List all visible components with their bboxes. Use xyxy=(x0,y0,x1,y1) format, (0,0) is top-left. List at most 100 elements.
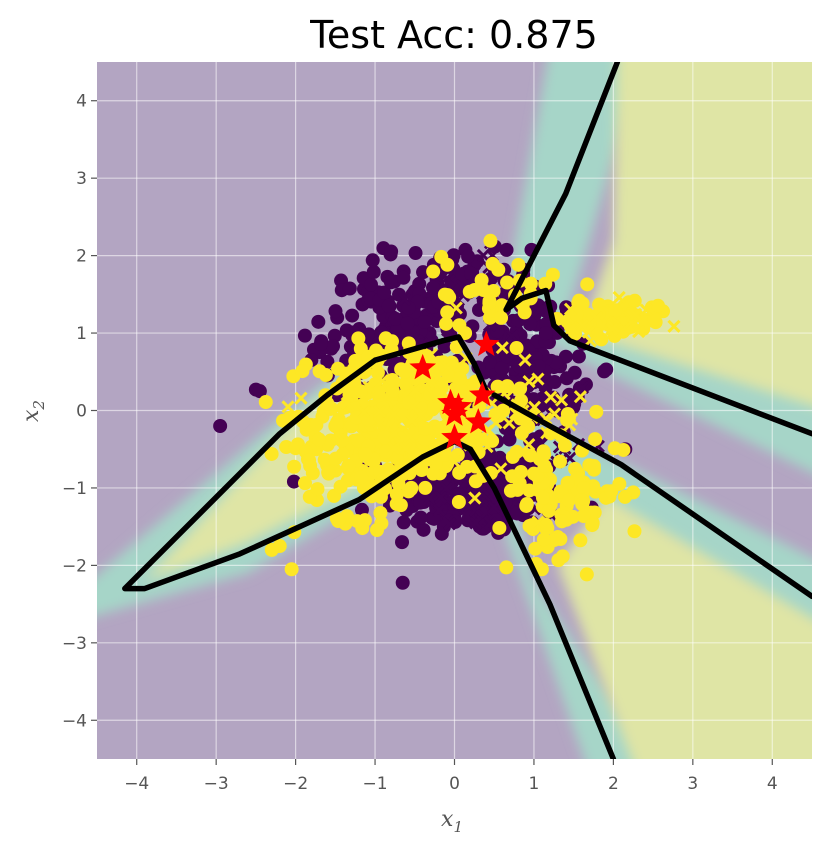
y-tick-label: 2 xyxy=(76,247,87,267)
class1-point xyxy=(298,476,313,491)
class0-point xyxy=(345,308,360,323)
star-marker xyxy=(445,392,472,418)
class1-x-point xyxy=(421,376,436,390)
class0-x-point xyxy=(532,304,546,318)
x-axis-label: x1 xyxy=(441,807,463,836)
class0-point xyxy=(499,242,514,257)
class1-point xyxy=(333,479,348,494)
class1-x-point xyxy=(628,307,643,321)
class1-x-point xyxy=(362,380,376,394)
class1-point xyxy=(492,520,507,535)
class1-point xyxy=(458,326,473,341)
class1-point xyxy=(517,305,532,320)
class0-point xyxy=(396,270,411,285)
chart-title: Test Acc: 0.875 xyxy=(309,13,598,57)
class1-point xyxy=(576,481,591,496)
class1-point xyxy=(397,364,412,379)
class1-point xyxy=(389,487,404,502)
boundary-segment-4 xyxy=(122,338,458,592)
class1-point xyxy=(554,514,569,529)
class1-point xyxy=(321,465,336,480)
class1-x-point xyxy=(563,418,577,432)
class1-point xyxy=(589,404,604,419)
class1-x-point xyxy=(480,440,494,454)
x-axis-label-base: x xyxy=(441,807,454,832)
y-tick-label: −3 xyxy=(62,634,87,654)
class0-point xyxy=(547,374,562,389)
class0-point xyxy=(413,495,428,510)
class1-point xyxy=(398,376,413,391)
y-tick-label: −1 xyxy=(62,479,87,499)
class1-x-point xyxy=(547,407,562,421)
decision-boundary xyxy=(122,62,812,759)
x-tick-label: 1 xyxy=(529,774,540,794)
class1-point xyxy=(379,444,394,459)
class0-point xyxy=(494,360,509,375)
class1-point xyxy=(351,331,366,346)
class1-point xyxy=(434,249,449,264)
class1-x-point xyxy=(294,391,308,405)
y-tick-label: −2 xyxy=(62,556,87,576)
class1-x-point xyxy=(605,322,619,336)
class0-point xyxy=(416,522,431,537)
class1-point xyxy=(373,505,388,520)
class1-point xyxy=(264,542,279,557)
class1-x-point xyxy=(515,447,529,461)
class1-point xyxy=(452,371,467,386)
class1-x-point xyxy=(612,290,626,305)
class1-point xyxy=(553,532,568,547)
class1-x-point xyxy=(387,441,401,456)
y-axis-label-base: x xyxy=(19,409,44,422)
class0-point xyxy=(426,280,441,295)
class0-point xyxy=(326,339,341,354)
class0-x-point xyxy=(576,381,590,395)
class1-point xyxy=(310,482,325,497)
class0-x-point xyxy=(463,499,477,513)
star-markers xyxy=(409,330,500,449)
class1-point xyxy=(354,470,369,485)
class1-point xyxy=(467,283,482,298)
class0-point xyxy=(502,432,517,447)
class1-point xyxy=(287,459,302,474)
class1-point xyxy=(341,459,356,474)
class1-point xyxy=(425,402,440,417)
class1-point xyxy=(588,432,603,447)
class1-x-point xyxy=(440,359,454,373)
class0-point xyxy=(434,526,449,541)
class1-point xyxy=(494,310,509,325)
class1-x-point xyxy=(506,384,520,398)
class0-x-point xyxy=(432,503,446,517)
star-marker xyxy=(469,381,496,407)
class1-x-point xyxy=(502,416,516,430)
class0-point xyxy=(311,314,326,329)
class0-point xyxy=(427,511,442,526)
y-tick-label: 3 xyxy=(76,169,87,189)
boundary-segment-2 xyxy=(451,438,617,759)
class1-point xyxy=(483,233,498,248)
class1-x-point xyxy=(522,375,536,389)
class0-point xyxy=(395,535,410,550)
star-marker xyxy=(473,330,500,356)
class0-point xyxy=(597,364,612,379)
star-marker xyxy=(409,353,436,380)
class0-point xyxy=(395,575,410,590)
class1-point xyxy=(585,518,600,533)
class1-point xyxy=(450,448,465,463)
class1-point xyxy=(499,560,514,575)
region-class1-lower-right xyxy=(557,495,812,759)
class1-point xyxy=(393,498,408,513)
class1-point xyxy=(579,567,594,582)
class1-x-point xyxy=(388,427,402,441)
class1-point xyxy=(459,459,474,474)
class1-point xyxy=(264,446,279,461)
x-tick-label: 4 xyxy=(767,774,778,794)
class1-point xyxy=(385,372,400,387)
class1-point xyxy=(561,493,576,508)
class1-x-point xyxy=(402,429,416,443)
class1-point xyxy=(500,275,515,290)
class0-point xyxy=(463,266,478,281)
class0-point xyxy=(328,304,343,319)
class1-point xyxy=(505,449,520,464)
class1-x-point xyxy=(405,414,419,428)
class1-point xyxy=(439,316,454,331)
